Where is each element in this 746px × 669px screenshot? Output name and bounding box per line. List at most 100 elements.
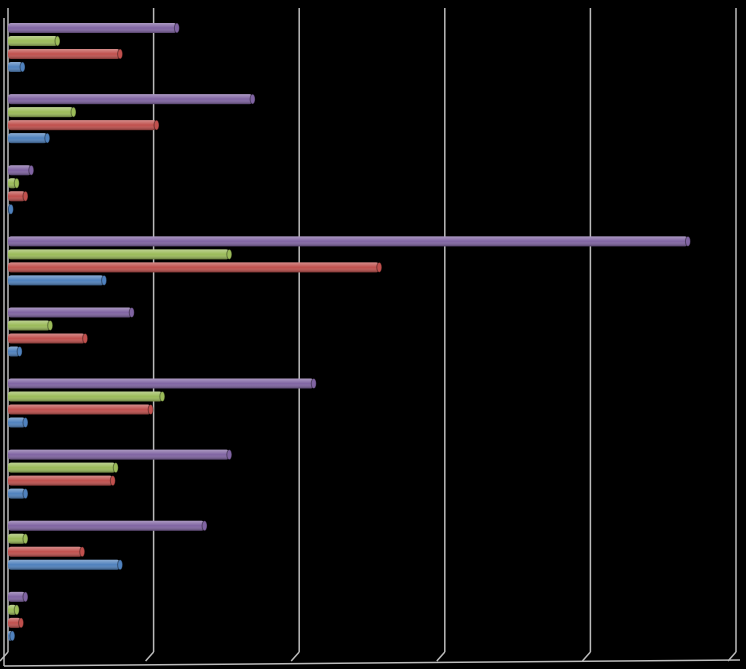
- bar-group: [8, 378, 317, 390]
- bar-cap: [79, 546, 86, 558]
- bar-group: [8, 591, 29, 603]
- bar-shade: [8, 378, 314, 389]
- bar-shade: [8, 133, 48, 144]
- bar-shade: [8, 165, 32, 176]
- bar-cap: [54, 35, 61, 47]
- bar-group: [8, 190, 29, 202]
- bar-shade: [8, 475, 113, 486]
- bar-shade: [8, 417, 26, 428]
- bar-group: [8, 520, 208, 532]
- bar-group: [8, 164, 35, 176]
- bar-cap: [22, 190, 29, 202]
- bar-cap: [117, 48, 124, 60]
- bar-shade: [8, 449, 230, 460]
- bar-cap: [173, 22, 180, 34]
- bar-group: [8, 306, 135, 318]
- bar-cap: [22, 417, 29, 429]
- bar-cap: [226, 449, 233, 461]
- bar-cap: [82, 332, 89, 344]
- bar-shade: [8, 107, 74, 118]
- bar-group: [8, 546, 86, 558]
- bar-group: [8, 61, 26, 73]
- bar-cap: [28, 164, 35, 176]
- bar-cap: [159, 391, 166, 403]
- floor-tick: [0, 651, 9, 662]
- floor-tick: [581, 651, 591, 662]
- bar-group: [8, 35, 61, 47]
- bar-group: [8, 475, 116, 487]
- bar-group: [8, 617, 25, 629]
- bar-cap: [310, 378, 317, 390]
- bar-group: [8, 22, 180, 34]
- bar-group: [8, 449, 233, 461]
- bar-cap: [22, 591, 29, 603]
- bar-shade: [8, 191, 26, 202]
- floor-tick: [145, 651, 155, 662]
- bar-group: [8, 630, 16, 642]
- bar-cap: [684, 235, 691, 247]
- bar-shade: [8, 236, 688, 247]
- bar-cap: [18, 617, 25, 629]
- bar-cap: [101, 274, 108, 286]
- bar-shade: [8, 404, 151, 415]
- bar-group: [8, 345, 23, 357]
- bar-shade: [8, 249, 230, 260]
- bar-group: [8, 332, 89, 344]
- bar-cap: [70, 106, 77, 118]
- bar-group: [8, 132, 51, 144]
- bar-cap: [22, 488, 29, 500]
- floor-tick: [290, 651, 300, 662]
- bar-shade: [8, 94, 253, 105]
- bar-shade: [8, 333, 86, 344]
- bar-cap: [44, 132, 51, 144]
- bar-shade: [8, 604, 17, 615]
- bar-group: [8, 235, 691, 247]
- bar-group: [8, 533, 29, 545]
- bar-shade: [8, 23, 177, 33]
- bar-cap: [112, 462, 119, 474]
- bar-shade: [8, 36, 58, 46]
- bar-shade: [8, 307, 132, 318]
- bar-shade: [8, 591, 26, 602]
- bar-group: [8, 404, 154, 416]
- bar-cap: [109, 475, 116, 487]
- bar-shade: [8, 462, 116, 473]
- bar-shade: [8, 320, 51, 331]
- bar-group: [8, 319, 54, 331]
- bar-cap: [201, 520, 208, 532]
- bar-group: [8, 248, 233, 260]
- bar-cap: [13, 177, 20, 189]
- floor-tick: [727, 651, 737, 662]
- bar-cap: [13, 604, 20, 616]
- bar-cap: [376, 261, 383, 273]
- bar-group: [8, 177, 20, 189]
- bar-group: [8, 488, 29, 500]
- bar-group: [8, 48, 124, 60]
- bar-shade: [8, 262, 380, 273]
- bar-cap: [249, 93, 256, 105]
- bar-group: [8, 106, 77, 118]
- bar-shade: [8, 178, 17, 189]
- floor-tick: [436, 651, 446, 662]
- floor-edge: [3, 659, 741, 667]
- bar-cap: [128, 306, 135, 318]
- bar-shade: [8, 391, 163, 402]
- bar-group: [8, 604, 20, 616]
- bar-shade: [8, 62, 23, 72]
- bar-cap: [7, 203, 14, 215]
- bar-group: [8, 93, 256, 105]
- bar-cap: [153, 119, 160, 131]
- bar-shade: [8, 617, 22, 628]
- bar-cap: [22, 533, 29, 545]
- bar-cap: [9, 630, 16, 642]
- bar-shade: [8, 533, 26, 544]
- bar-group: [8, 119, 160, 131]
- bar-cap: [117, 559, 124, 571]
- bar-group: [7, 203, 14, 215]
- bar-shade: [8, 275, 105, 286]
- bar-cap: [47, 319, 54, 331]
- bar-cap: [16, 345, 23, 357]
- bar-group: [8, 391, 166, 403]
- bar-shade: [8, 520, 205, 531]
